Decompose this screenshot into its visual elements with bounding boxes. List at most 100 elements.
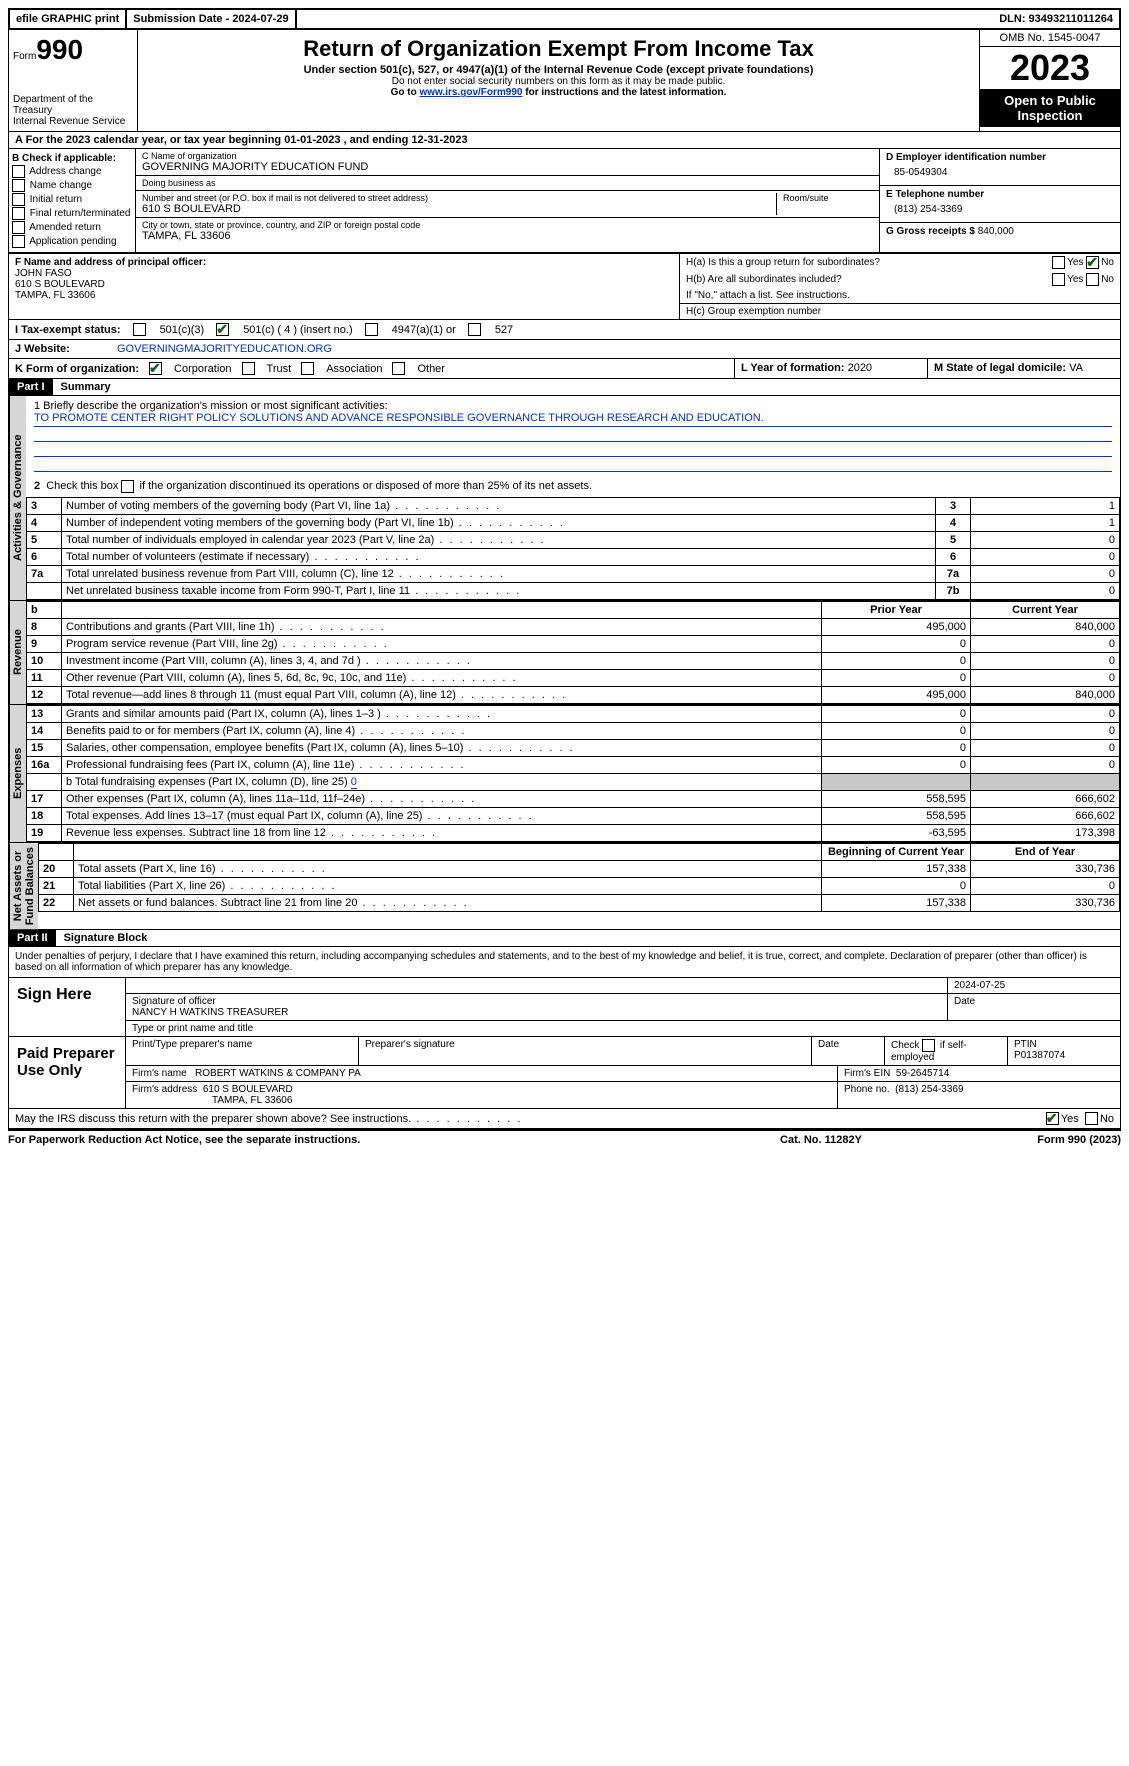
mission-text: TO PROMOTE CENTER RIGHT POLICY SOLUTIONS… <box>34 412 1112 427</box>
part2-header: Part II Signature Block <box>8 930 1121 947</box>
firm-phone-label: Phone no. <box>844 1084 890 1095</box>
prep-h1: Print/Type preparer's name <box>126 1037 359 1065</box>
table-row: 20Total assets (Part X, line 16)157,3383… <box>39 861 1120 878</box>
check-name-change[interactable] <box>12 179 25 192</box>
table-row: 9Program service revenue (Part VIII, lin… <box>27 636 1120 653</box>
discuss-row: May the IRS discuss this return with the… <box>8 1109 1121 1129</box>
declaration-text: Under penalties of perjury, I declare th… <box>8 947 1121 978</box>
dba-label: Doing business as <box>142 178 873 188</box>
check-app-pending[interactable] <box>12 235 25 248</box>
check-final-return[interactable] <box>12 207 25 220</box>
officer-label: F Name and address of principal officer: <box>15 257 673 268</box>
mission-label: 1 Briefly describe the organization's mi… <box>34 400 1112 412</box>
street-label: Number and street (or P.O. box if mail i… <box>142 193 776 203</box>
gov-section: Activities & Governance 1 Briefly descri… <box>8 396 1121 601</box>
check-4947[interactable] <box>365 323 378 336</box>
sig-officer-label: Signature of officer <box>132 996 941 1007</box>
line2-text: 2 Check this box if the organization dis… <box>34 480 592 492</box>
check-discontinued[interactable] <box>121 480 134 493</box>
table-row: 17Other expenses (Part IX, column (A), l… <box>27 791 1120 808</box>
table-row: 13Grants and similar amounts paid (Part … <box>27 706 1120 723</box>
row-k-label: K Form of organization: <box>15 363 139 375</box>
table-row: 8Contributions and grants (Part VIII, li… <box>27 619 1120 636</box>
discuss-yes[interactable] <box>1046 1112 1059 1125</box>
klm-block: K Form of organization: Corporation Trus… <box>8 359 1121 379</box>
submission-date: Submission Date - 2024-07-29 <box>127 10 296 28</box>
form-link[interactable]: www.irs.gov/Form990 <box>419 87 522 98</box>
part1-header: Part I Summary <box>8 379 1121 396</box>
check-assoc[interactable] <box>301 362 314 375</box>
exp-section: Expenses 13Grants and similar amounts pa… <box>8 705 1121 843</box>
form-number: 990 <box>36 34 83 65</box>
ha-label: H(a) Is this a group return for subordin… <box>686 257 1052 268</box>
officer-sig-name: NANCY H WATKINS TREASURER <box>132 1007 941 1018</box>
preparer-block: Paid Preparer Use Only Print/Type prepar… <box>8 1037 1121 1109</box>
ha-yes[interactable] <box>1052 256 1065 269</box>
row-i-label: I Tax-exempt status: <box>15 324 121 336</box>
org-info-grid: B Check if applicable: Address change Na… <box>8 149 1121 253</box>
efile-label: efile GRAPHIC print <box>10 10 127 28</box>
table-row: 5Total number of individuals employed in… <box>27 532 1120 549</box>
rev-section: Revenue bPrior YearCurrent Year8Contribu… <box>8 601 1121 705</box>
check-501c3[interactable] <box>133 323 146 336</box>
ssn-notice: Do not enter social security numbers on … <box>146 76 971 87</box>
check-self-employed[interactable] <box>922 1039 935 1052</box>
firm-label: Firm's name <box>132 1068 187 1079</box>
table-row: 15Salaries, other compensation, employee… <box>27 740 1120 757</box>
hb-label: H(b) Are all subordinates included? <box>686 274 1052 285</box>
topbar: efile GRAPHIC print Submission Date - 20… <box>8 8 1121 30</box>
na-section: Net Assets or Fund Balances Beginning of… <box>8 843 1121 930</box>
ha-no[interactable] <box>1086 256 1099 269</box>
part2-title: Signature Block <box>56 930 156 946</box>
footer-left: For Paperwork Reduction Act Notice, see … <box>8 1134 721 1146</box>
form-prefix: Form <box>13 51 36 62</box>
fh-block: F Name and address of principal officer:… <box>8 253 1121 320</box>
hb-no[interactable] <box>1086 273 1099 286</box>
table-row: 14Benefits paid to or for members (Part … <box>27 723 1120 740</box>
year-formation: 2020 <box>848 362 872 374</box>
officer-addr1: 610 S BOULEVARD <box>15 279 673 290</box>
receipts-value: 840,000 <box>978 226 1014 237</box>
table-row: 10Investment income (Part VIII, column (… <box>27 653 1120 670</box>
table-row: 7aTotal unrelated business revenue from … <box>27 566 1120 583</box>
vtab-na: Net Assets or Fund Balances <box>9 843 38 929</box>
dept-label: Department of the Treasury Internal Reve… <box>13 94 133 127</box>
table-row: 6Total number of volunteers (estimate if… <box>27 549 1120 566</box>
part1-badge: Part I <box>9 379 53 395</box>
row-m-label: M State of legal domicile: <box>934 362 1066 374</box>
table-row: Net unrelated business taxable income fr… <box>27 583 1120 600</box>
check-corp[interactable] <box>149 362 162 375</box>
receipts-label: G Gross receipts $ <box>886 226 975 237</box>
ptin-value: P01387074 <box>1014 1050 1114 1061</box>
check-527[interactable] <box>468 323 481 336</box>
check-trust[interactable] <box>242 362 255 375</box>
row-a-tax-year: A For the 2023 calendar year, or tax yea… <box>8 132 1121 149</box>
goto-prefix: Go to <box>391 87 420 98</box>
hb-yes[interactable] <box>1052 273 1065 286</box>
firm-addr1: 610 S BOULEVARD <box>203 1084 293 1095</box>
discuss-no[interactable] <box>1085 1112 1098 1125</box>
check-initial-return[interactable] <box>12 193 25 206</box>
type-label: Type or print name and title <box>126 1021 1120 1036</box>
dln: DLN: 93493211011264 <box>993 10 1119 28</box>
inspection-badge: Open to Public Inspection <box>980 89 1120 127</box>
check-501c[interactable] <box>216 323 229 336</box>
city-value: TAMPA, FL 33606 <box>142 230 873 242</box>
firm-addr-label: Firm's address <box>132 1084 197 1095</box>
org-name: GOVERNING MAJORITY EDUCATION FUND <box>142 161 873 173</box>
ein-label: D Employer identification number <box>886 152 1114 163</box>
check-other[interactable] <box>392 362 405 375</box>
discuss-text: May the IRS discuss this return with the… <box>15 1113 1046 1125</box>
check-address-change[interactable] <box>12 165 25 178</box>
table-row: 3Number of voting members of the governi… <box>27 498 1120 515</box>
firm-name: ROBERT WATKINS & COMPANY PA <box>195 1068 361 1079</box>
ptin-label: PTIN <box>1014 1039 1114 1050</box>
website-value[interactable]: GOVERNINGMAJORITYEDUCATION.ORG <box>111 340 1120 358</box>
table-row: 19Revenue less expenses. Subtract line 1… <box>27 825 1120 842</box>
form-header: Form990 Department of the Treasury Inter… <box>8 30 1121 132</box>
phone-value: (813) 254-3369 <box>886 200 1114 219</box>
box-c: C Name of organization GOVERNING MAJORIT… <box>136 149 879 252</box>
firm-phone: (813) 254-3369 <box>895 1084 963 1095</box>
ein-value: 85-0549304 <box>886 163 1114 182</box>
check-amended[interactable] <box>12 221 25 234</box>
